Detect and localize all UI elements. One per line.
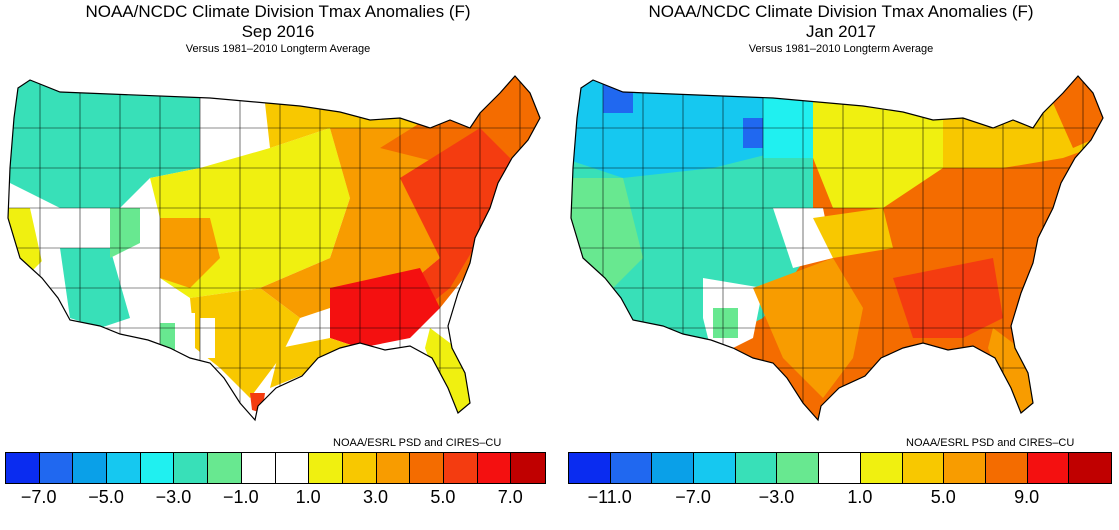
map-title: NOAA/NCDC Climate Division Tmax Anomalie… bbox=[85, 2, 471, 21]
map-credit: NOAA/ESRL PSD and CIRES–CU bbox=[333, 437, 502, 449]
legend-tick-label: −1.0 bbox=[223, 487, 259, 507]
color-legend-ticks: −7.0 −5.0 −3.0 −1.0 1.0 3.0 5.0 7.0 bbox=[5, 487, 544, 511]
legend-swatch bbox=[174, 453, 209, 483]
legend-tick-label: 3.0 bbox=[363, 487, 389, 507]
legend-tick-label: 7.0 bbox=[497, 487, 523, 507]
legend-swatch bbox=[610, 453, 653, 483]
legend-swatch bbox=[309, 453, 343, 483]
map-period: Jan 2017 bbox=[806, 22, 876, 41]
us-anomaly-map bbox=[7, 75, 541, 422]
color-legend bbox=[5, 452, 546, 484]
legend-swatch bbox=[275, 453, 310, 483]
color-legend-ticks: −11.0 −7.0 −3.0 1.0 5.0 9.0 bbox=[568, 487, 1110, 511]
map-period: Sep 2016 bbox=[241, 22, 315, 41]
legend-swatch bbox=[39, 453, 74, 483]
legend-tick-label: −5.0 bbox=[88, 487, 124, 507]
legend-swatch bbox=[1027, 453, 1070, 483]
map-subtitle: Versus 1981–2010 Longterm Average bbox=[748, 43, 934, 55]
legend-tick-label: 1.0 bbox=[295, 487, 321, 507]
legend-tick-label: 5.0 bbox=[930, 487, 956, 507]
legend-swatch bbox=[443, 453, 478, 483]
legend-swatch bbox=[944, 453, 986, 483]
legend-swatch bbox=[208, 453, 242, 483]
legend-swatch bbox=[819, 453, 861, 483]
legend-swatch bbox=[376, 453, 411, 483]
legend-swatch bbox=[6, 453, 40, 483]
legend-tick-label: −7.0 bbox=[20, 487, 57, 507]
legend-swatch bbox=[410, 453, 444, 483]
map-title: NOAA/NCDC Climate Division Tmax Anomalie… bbox=[648, 2, 1034, 21]
legend-swatch bbox=[511, 453, 545, 483]
legend-swatch bbox=[107, 453, 141, 483]
legend-swatch bbox=[985, 453, 1028, 483]
map-subtitle: Versus 1981–2010 Longterm Average bbox=[185, 43, 371, 55]
legend-tick-label: −7.0 bbox=[675, 487, 711, 507]
legend-swatch bbox=[902, 453, 945, 483]
legend-swatch bbox=[735, 453, 778, 483]
legend-swatch bbox=[342, 453, 377, 483]
legend-swatch bbox=[569, 453, 611, 483]
legend-swatch bbox=[140, 453, 175, 483]
legend-swatch bbox=[694, 453, 736, 483]
legend-tick-label: −3.0 bbox=[758, 487, 795, 507]
legend-tick-label: 1.0 bbox=[847, 487, 873, 507]
map-panel-jan-2017: NOAA/NCDC Climate Division Tmax Anomalie… bbox=[563, 0, 1119, 530]
legend-swatch bbox=[73, 453, 108, 483]
map-panel-sep-2016: NOAA/NCDC Climate Division Tmax Anomalie… bbox=[0, 0, 556, 530]
color-legend bbox=[568, 452, 1112, 484]
legend-tick-label: 9.0 bbox=[1014, 487, 1040, 507]
legend-tick-label: −11.0 bbox=[587, 487, 632, 507]
map-credit: NOAA/ESRL PSD and CIRES–CU bbox=[906, 437, 1075, 449]
us-anomaly-map bbox=[570, 75, 1104, 422]
legend-swatch bbox=[652, 453, 695, 483]
legend-swatch bbox=[777, 453, 820, 483]
legend-tick-label: −3.0 bbox=[155, 487, 192, 507]
legend-tick-label: 5.0 bbox=[430, 487, 456, 507]
legend-swatch bbox=[241, 453, 276, 483]
legend-swatch bbox=[477, 453, 512, 483]
legend-swatch bbox=[1069, 453, 1111, 483]
legend-swatch bbox=[860, 453, 903, 483]
